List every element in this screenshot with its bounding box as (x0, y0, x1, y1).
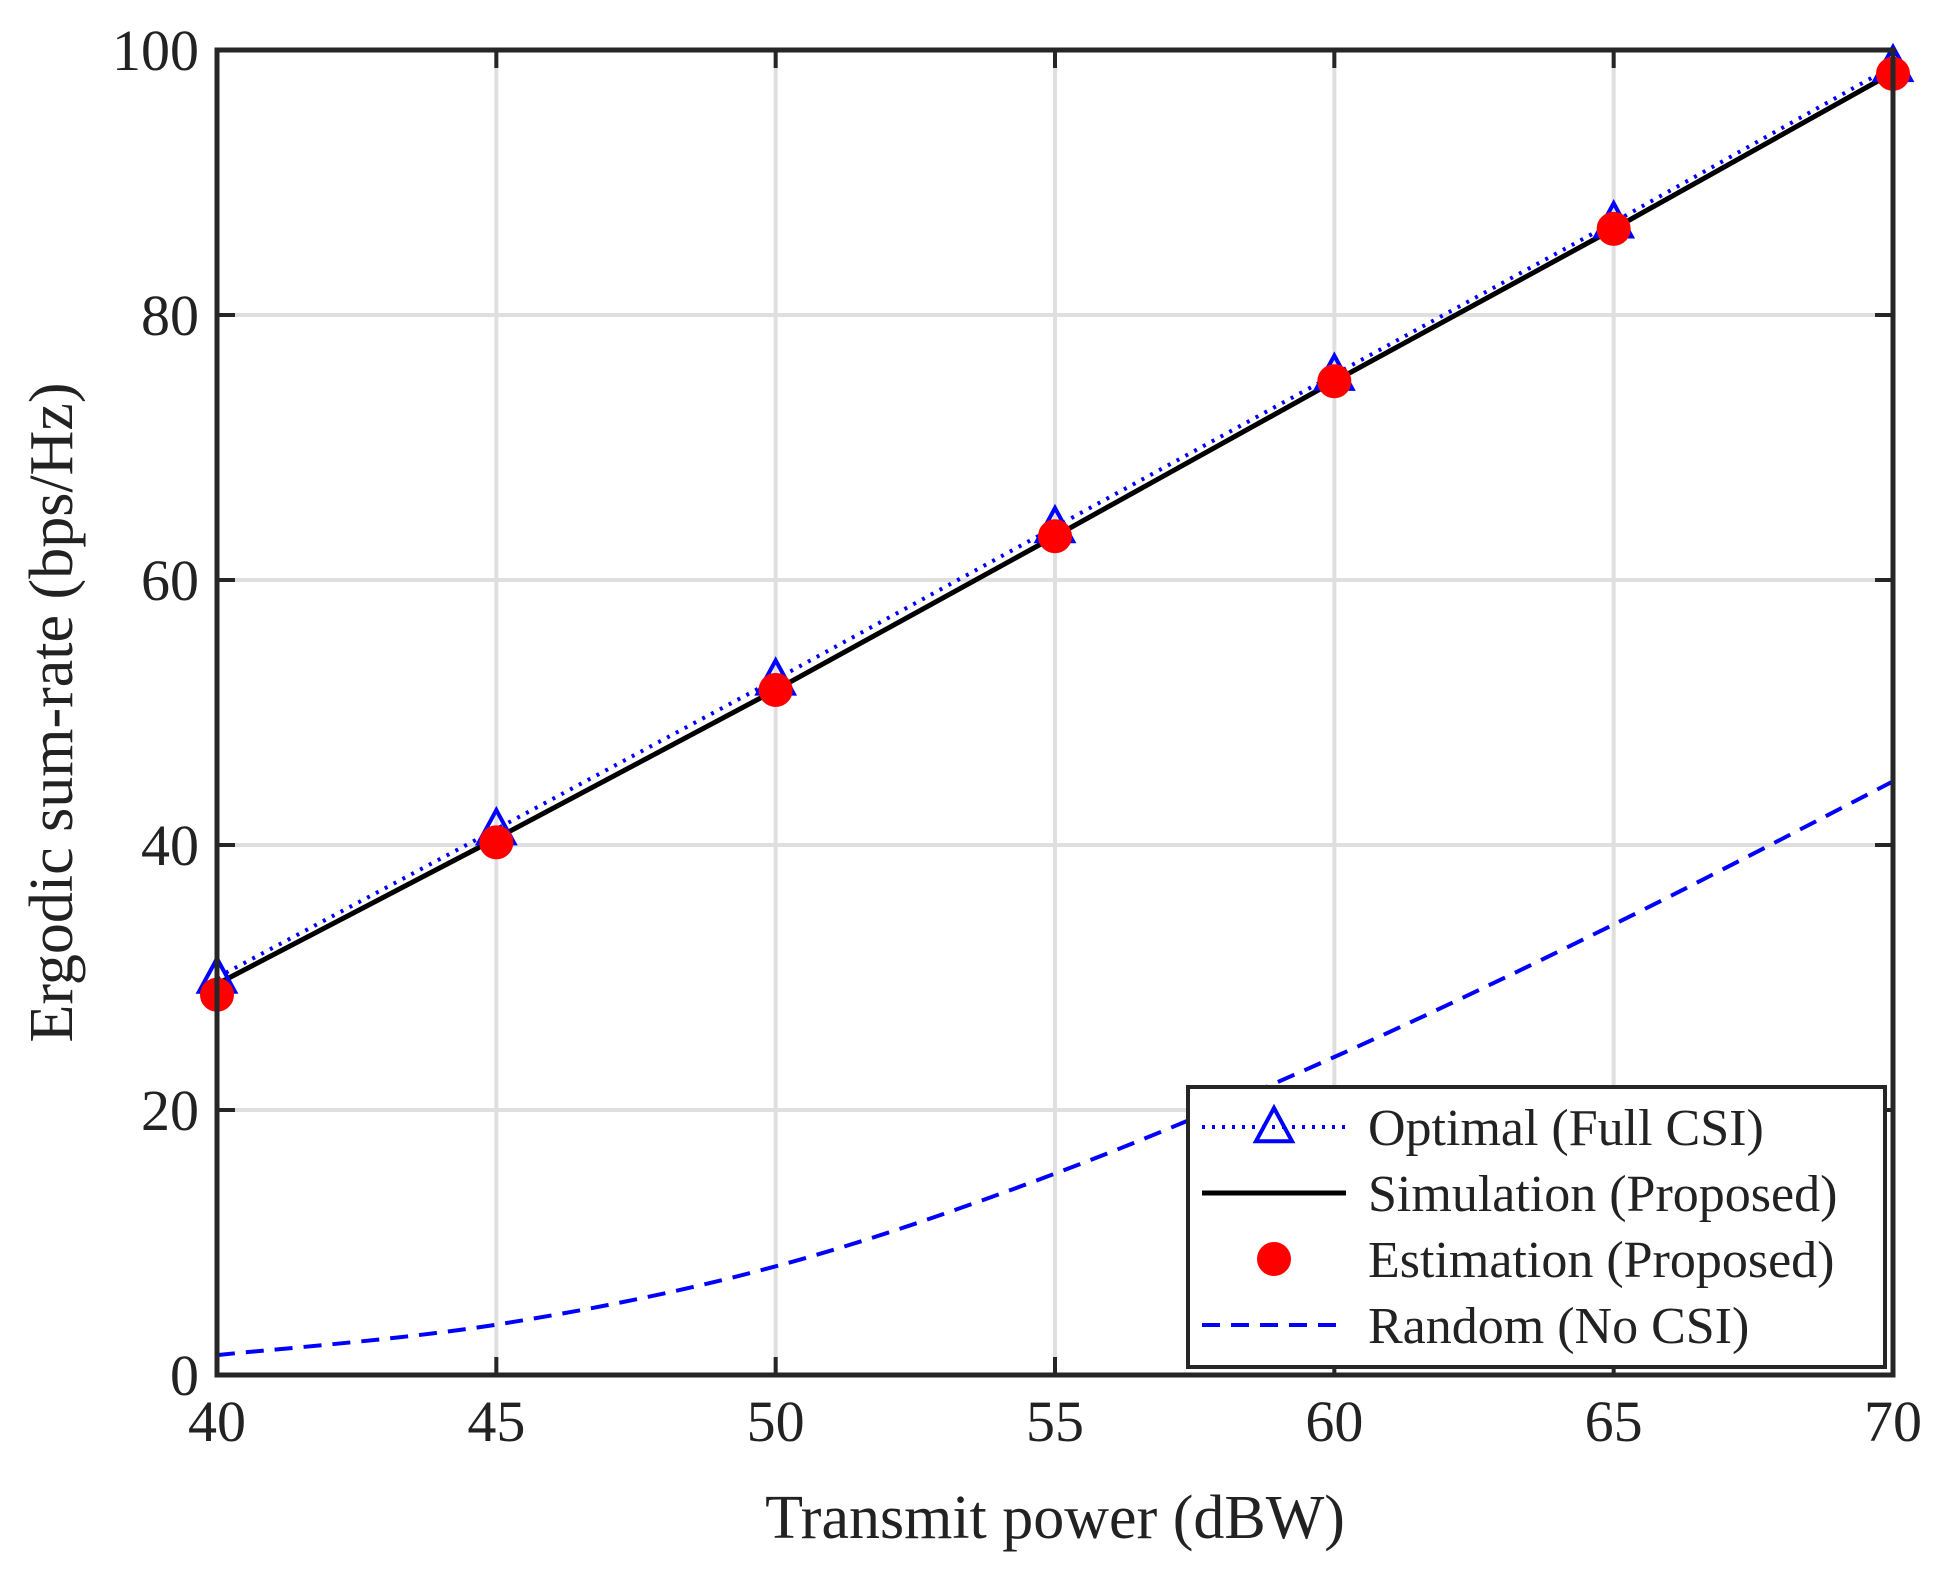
data-point (1317, 364, 1352, 399)
legend-label: Simulation (Proposed) (1368, 1166, 1837, 1223)
x-axis-title: Transmit power (dBW) (765, 1484, 1345, 1552)
y-axis-title: Ergodic sum-rate (bps/Hz) (18, 383, 86, 1043)
y-tick-label: 60 (141, 548, 199, 613)
data-point (479, 825, 514, 860)
legend-label: Optimal (Full CSI) (1368, 1100, 1764, 1157)
x-tick-label: 40 (188, 1389, 246, 1454)
x-tick-label: 45 (467, 1389, 525, 1454)
y-tick-label: 100 (112, 18, 199, 83)
legend-box (1186, 1085, 1887, 1369)
x-tick-label: 60 (1305, 1389, 1363, 1454)
legend-marker-sample (1257, 1242, 1291, 1276)
data-point (758, 672, 793, 707)
legend-item-optimal-full-csi: Optimal (Full CSI) (1202, 1100, 1764, 1157)
x-tick-label: 65 (1585, 1389, 1643, 1454)
legend-label: Random (No CSI) (1368, 1298, 1749, 1355)
y-tick-label: 0 (170, 1343, 199, 1408)
data-point (1596, 211, 1631, 246)
legend-item-random-no-csi: Random (No CSI) (1202, 1298, 1749, 1355)
legend-label: Estimation (Proposed) (1368, 1232, 1835, 1289)
legend: Optimal (Full CSI) Simulation (Proposed) E… (1186, 1085, 1887, 1369)
y-tick-label: 40 (141, 813, 199, 878)
legend-marker-sample (1252, 1103, 1296, 1144)
y-tick-label: 20 (141, 1078, 199, 1143)
axis-ticks: 40 45 50 55 60 65 70 0 20 40 60 80 100 (112, 18, 1922, 1454)
data-point (1038, 519, 1072, 554)
x-tick-label: 50 (747, 1389, 805, 1454)
x-tick-label: 70 (1864, 1389, 1922, 1454)
x-tick-label: 55 (1026, 1389, 1084, 1454)
legend-item-simulation-proposed: Simulation (Proposed) (1202, 1166, 1837, 1223)
legend-item-estimation-proposed: Estimation (Proposed) (1257, 1232, 1835, 1289)
y-tick-label: 80 (141, 283, 199, 348)
